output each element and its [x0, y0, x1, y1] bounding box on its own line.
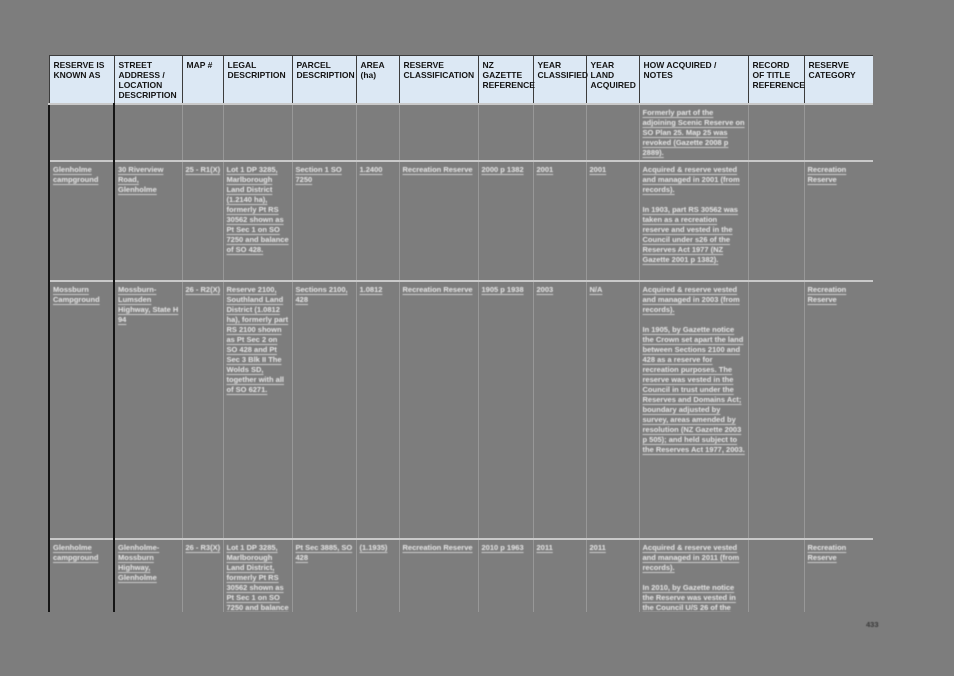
col-header-street-address: STREET ADDRESS / LOCATION DESCRIPTION — [113, 55, 183, 105]
col-header-reserve-category: RESERVE CATEGORY — [803, 55, 873, 105]
cell-parcel: Sections 2100, 428 — [291, 280, 357, 540]
col-header-map-number: MAP # — [181, 55, 224, 105]
cell-notes: Acquired & reserve vested and managed in… — [638, 280, 749, 540]
cell-legal: Lot 1 DP 3285, Marlborough Land District… — [222, 538, 293, 612]
cell-notes: Formerly part of the adjoining Scenic Re… — [638, 103, 749, 162]
cell-title-ref — [747, 280, 805, 540]
cell-map: 25 - R1(X) — [181, 160, 224, 282]
cell-title-ref — [747, 538, 805, 612]
cell-map — [181, 103, 224, 162]
cell-address: 30 Riverview Road, Glenholme — [113, 160, 183, 282]
cell-map: 26 - R3(X) — [181, 538, 224, 612]
cell-gazette: 1905 p 1938 — [477, 280, 534, 540]
page-number: 433 — [866, 620, 879, 629]
cell-gazette: 2000 p 1382 — [477, 160, 534, 282]
cell-known-as: Mossburn Campground — [48, 280, 115, 540]
cell-category — [803, 103, 873, 162]
cell-category: Recreation Reserve — [803, 160, 873, 282]
cell-legal — [222, 103, 293, 162]
cell-parcel: Section 1 SO 7250 — [291, 160, 357, 282]
cell-parcel — [291, 103, 357, 162]
col-header-legal-description: LEGAL DESCRIPTION — [222, 55, 293, 105]
cell-year-classified: 2011 — [532, 538, 587, 612]
cell-title-ref — [747, 103, 805, 162]
cell-notes: Acquired & reserve vested and managed in… — [638, 538, 749, 612]
cell-year-acquired: 2001 — [585, 160, 640, 282]
cell-known-as — [48, 103, 115, 162]
cell-year-acquired — [585, 103, 640, 162]
reserves-register-table-viewport: RESERVE IS KNOWN AS STREET ADDRESS / LOC… — [48, 55, 873, 612]
cell-gazette — [477, 103, 534, 162]
cell-map: 26 - R2(X) — [181, 280, 224, 540]
cell-known-as: Glenholme campground — [48, 538, 115, 612]
col-header-record-of-title: RECORD OF TITLE REFERENCE — [747, 55, 805, 105]
cell-year-acquired: N/A — [585, 280, 640, 540]
cell-area: (1.1935) — [355, 538, 400, 612]
cell-gazette: 2010 p 1963 — [477, 538, 534, 612]
col-header-reserve-classification: RESERVE CLASSIFICATION — [398, 55, 479, 105]
cell-category: Recreation Reserve — [803, 538, 873, 612]
cell-category: Recreation Reserve — [803, 280, 873, 540]
col-header-reserve-known-as: RESERVE IS KNOWN AS — [48, 55, 115, 105]
table-row-carryover: Formerly part of the adjoining Scenic Re… — [48, 103, 873, 162]
cell-area: 1.2400 — [355, 160, 400, 282]
reserves-register-table: RESERVE IS KNOWN AS STREET ADDRESS / LOC… — [48, 55, 873, 612]
cell-address: Glenholme- Mossburn Highway, Glenholme — [113, 538, 183, 612]
cell-legal: Lot 1 DP 3285, Marlborough Land District… — [222, 160, 293, 282]
cell-year-classified — [532, 103, 587, 162]
table-row: Mossburn Campground Mossburn- Lumsden Hi… — [48, 280, 873, 540]
cell-area — [355, 103, 400, 162]
col-header-parcel-description: PARCEL DESCRIPTION — [291, 55, 357, 105]
cell-parcel: Pt Sec 3885, SO 428 — [291, 538, 357, 612]
cell-legal: Reserve 2100, Southland Land District (1… — [222, 280, 293, 540]
cell-address: Mossburn- Lumsden Highway, State H 94 — [113, 280, 183, 540]
table-row: Glenholme campground 30 Riverview Road, … — [48, 160, 873, 282]
col-header-how-acquired-notes: HOW ACQUIRED / NOTES — [638, 55, 749, 105]
col-header-year-classified: YEAR CLASSIFIED — [532, 55, 588, 105]
cell-notes: Acquired & reserve vested and managed in… — [638, 160, 749, 282]
col-header-area-ha: AREA (ha) — [355, 55, 400, 105]
cell-classification: Recreation Reserve — [398, 538, 479, 612]
cell-title-ref — [747, 160, 805, 282]
cell-year-classified: 2001 — [532, 160, 587, 282]
cell-classification: Recreation Reserve — [398, 160, 479, 282]
cell-classification — [398, 103, 479, 162]
col-header-nz-gazette-reference: NZ GAZETTE REFERENCE — [477, 55, 535, 105]
cell-year-acquired: 2011 — [585, 538, 640, 612]
table-header-row: RESERVE IS KNOWN AS STREET ADDRESS / LOC… — [48, 55, 873, 105]
cell-area: 1.0812 — [355, 280, 400, 540]
col-header-year-land-acquired: YEAR LAND ACQUIRED — [585, 55, 640, 105]
cell-classification: Recreation Reserve — [398, 280, 479, 540]
cell-known-as: Glenholme campground — [48, 160, 115, 282]
cell-address — [113, 103, 183, 162]
cell-year-classified: 2003 — [532, 280, 587, 540]
table-row: Glenholme campground Glenholme- Mossburn… — [48, 538, 873, 612]
